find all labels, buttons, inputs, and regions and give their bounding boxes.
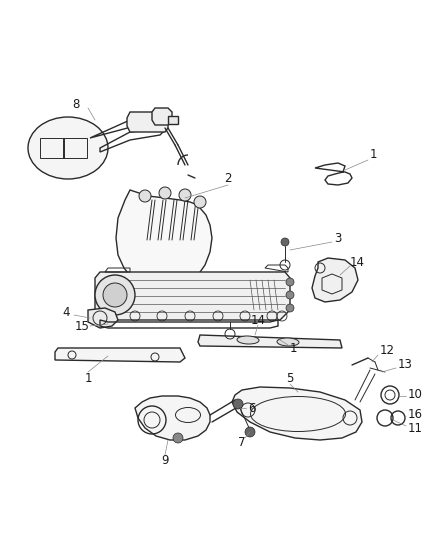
Circle shape [245, 427, 255, 437]
Text: 13: 13 [398, 359, 413, 372]
Ellipse shape [28, 117, 108, 179]
Text: 1: 1 [84, 372, 92, 384]
Text: 7: 7 [238, 435, 246, 448]
Circle shape [159, 187, 171, 199]
Text: 6: 6 [248, 401, 255, 415]
Polygon shape [152, 108, 172, 125]
Text: 3: 3 [334, 231, 341, 245]
Text: 1: 1 [370, 149, 378, 161]
Circle shape [286, 291, 294, 299]
Circle shape [281, 238, 289, 246]
Text: 2: 2 [224, 172, 232, 184]
Polygon shape [95, 272, 290, 320]
Circle shape [103, 283, 127, 307]
Text: 10: 10 [408, 387, 423, 400]
Bar [40, 138, 64, 158]
Text: 14: 14 [350, 255, 365, 269]
Circle shape [194, 196, 206, 208]
Circle shape [95, 275, 135, 315]
Circle shape [233, 399, 243, 409]
Text: 12: 12 [380, 343, 395, 357]
Text: 8: 8 [72, 99, 79, 111]
Circle shape [286, 304, 294, 312]
Circle shape [286, 278, 294, 286]
Text: 14: 14 [251, 313, 265, 327]
Polygon shape [232, 387, 362, 440]
Polygon shape [127, 112, 168, 132]
Polygon shape [198, 335, 342, 348]
Polygon shape [116, 190, 212, 288]
Text: 15: 15 [75, 319, 90, 333]
Text: 4: 4 [62, 305, 70, 319]
Polygon shape [168, 116, 178, 124]
Text: 1: 1 [290, 342, 297, 354]
Circle shape [173, 433, 183, 443]
Polygon shape [55, 348, 185, 362]
Polygon shape [312, 258, 358, 302]
Circle shape [139, 190, 151, 202]
Circle shape [179, 189, 191, 201]
Text: 5: 5 [286, 372, 294, 384]
Text: 11: 11 [408, 422, 423, 434]
Ellipse shape [277, 338, 299, 346]
Bar [63, 138, 87, 158]
Text: 9: 9 [161, 454, 169, 466]
Polygon shape [135, 396, 210, 440]
Polygon shape [88, 308, 118, 328]
Text: 16: 16 [408, 408, 423, 421]
Ellipse shape [237, 336, 259, 344]
